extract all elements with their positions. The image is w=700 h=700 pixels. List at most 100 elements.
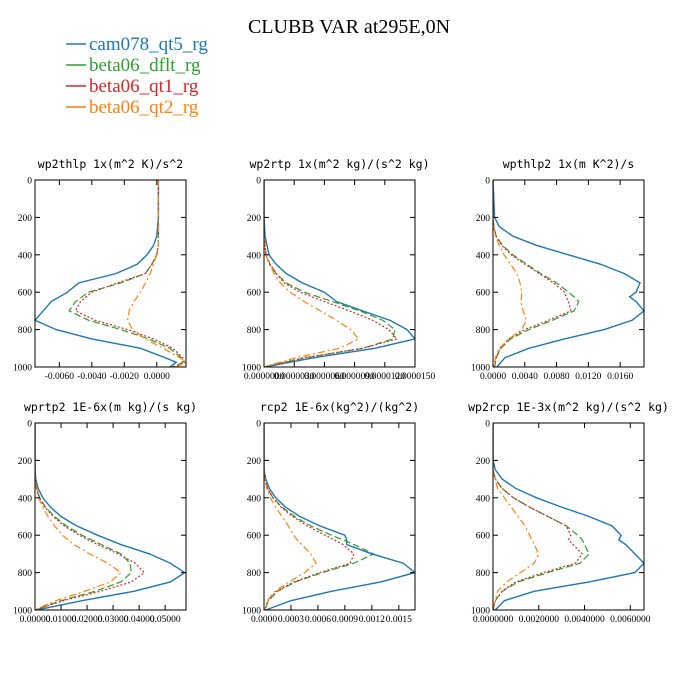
y-tick-label: 600 [476,532,491,542]
series-line [264,180,398,367]
x-tick-label: -0.0020 [110,372,140,382]
series-line [264,423,355,610]
panel-title: rcp2 1E-6x(kg^2)/(kg^2) [260,400,419,414]
y-tick-label: 0 [485,420,490,430]
y-tick-label: 200 [476,214,491,224]
y-tick-label: 200 [247,214,262,224]
x-tick-label: 0.0040 [512,372,538,382]
y-tick-label: 600 [476,289,491,299]
series-line [68,180,184,367]
legend-label: beta06_dflt_rg [89,55,201,76]
x-tick-label: 0.01000 [46,615,77,625]
y-tick-label: 800 [247,569,262,579]
x-tick-label: 0.0000090 [334,372,375,382]
y-tick-label: 800 [476,569,491,579]
x-tick-label: 0.04000 [124,615,155,625]
legend-item: beta06_qt2_rg [66,97,199,118]
legend-item: cam078_qt5_rg [66,34,208,55]
x-tick-label: 0.0000120 [365,372,406,382]
x-tick-label: 0.0080 [544,372,570,382]
y-tick-label: 400 [476,251,491,261]
series-line [35,423,122,610]
series-line [264,423,376,610]
series-line [264,423,415,610]
legend-item: beta06_dflt_rg [66,55,201,76]
series-line [493,180,644,367]
legend-label: cam078_qt5_rg [89,34,208,55]
figure-title: CLUBB VAR at295E,0N [248,16,450,38]
y-tick-label: 1000 [242,364,261,374]
x-tick-label: 0.0006 [305,615,331,625]
y-tick-label: 400 [18,494,33,504]
y-tick-label: 0 [27,420,32,430]
y-tick-label: 200 [18,214,33,224]
plot-frame [263,422,416,611]
y-tick-label: 1000 [242,607,261,617]
x-tick-label: 0.0040000 [564,615,605,625]
x-tick-label: 0.0000 [144,372,170,382]
y-tick-label: 800 [18,569,33,579]
x-tick-label: 0.0000 [251,615,277,625]
legend-label: beta06_qt2_rg [89,97,199,118]
series-line [35,423,146,610]
panel: wprtp2 1E-6x(m kg)/(s kg) 0 200 400 600 800 10… [13,400,197,625]
y-tick-label: 800 [476,326,491,336]
y-tick-label: 600 [18,532,33,542]
y-tick-label: 1000 [471,364,490,374]
y-tick-label: 0 [27,177,32,187]
x-tick-label: -0.0060 [45,372,75,382]
y-tick-label: 200 [476,457,491,467]
panel-title: wprtp2 1E-6x(m kg)/(s kg) [24,400,197,414]
series-line [264,180,396,367]
x-tick-label: 0.0009 [332,615,358,625]
legend: cam078_qt5_rgbeta06_dflt_rgbeta06_qt1_rg… [66,34,208,118]
panel: wp2rcp 1E-3x(m^2 kg)/(s^2 kg) 0 200 400 600 8… [468,400,669,625]
x-tick-label: 0.0000000 [473,615,514,625]
x-tick-label: 0.03000 [98,615,129,625]
y-tick-label: 600 [247,289,262,299]
plot-frame [34,422,187,611]
x-tick-label: 0.0015 [386,615,412,625]
x-tick-label: 0.0000000 [244,372,285,382]
panel-title: wp2rtp 1x(m^2 kg)/(s^2 kg) [249,157,429,171]
x-tick-label: 0.0003 [278,615,304,625]
y-tick-label: 400 [247,494,262,504]
x-tick-label: 0.0000030 [274,372,315,382]
panel-title: wp2thlp 1x(m^2 K)/s^2 [38,157,183,171]
x-tick-label: 0.0000 [480,372,506,382]
panels: wp2thlp 1x(m^2 K)/s^2 0 200 400 600 800 1000 -0… [13,157,669,625]
series-line [493,180,572,367]
panel: wpthlp2 1x(m K^2)/s020040060080010000.00… [471,157,645,382]
legend-label: beta06_qt1_rg [89,76,199,97]
y-tick-label: 0 [256,177,261,187]
series-line [126,180,186,367]
x-tick-label: 0.0020000 [519,615,560,625]
y-tick-label: 0 [256,420,261,430]
y-tick-label: 1000 [13,364,32,374]
y-tick-label: 200 [247,457,262,467]
plot-frame [34,179,187,368]
x-tick-label: 0.0012 [359,615,385,625]
x-tick-label: 0.0060000 [610,615,651,625]
plot-frame [263,179,416,368]
series-line [493,423,644,610]
y-tick-label: 600 [247,532,262,542]
x-tick-label: -0.0040 [77,372,107,382]
x-tick-label: 0.0120 [575,372,601,382]
y-tick-label: 400 [247,251,262,261]
plot-frame [492,422,645,611]
x-tick-label: 0.0000060 [304,372,345,382]
series-line [35,423,132,610]
y-tick-label: 400 [18,251,33,261]
y-tick-label: 800 [247,326,262,336]
x-tick-label: 0.00000 [20,615,51,625]
series-line [264,180,415,367]
x-tick-label: 0.02000 [72,615,103,625]
y-tick-label: 600 [18,289,33,299]
y-tick-label: 1000 [471,607,490,617]
panel: rcp2 1E-6x(kg^2)/(kg^2) 0 200 400 600 800 1000… [242,400,419,625]
y-tick-label: 400 [476,494,491,504]
panel: wp2rtp 1x(m^2 kg)/(s^2 kg) 0 200 400 600 800 1… [242,157,435,382]
x-tick-label: 0.05000 [150,615,181,625]
series-line [493,423,540,610]
